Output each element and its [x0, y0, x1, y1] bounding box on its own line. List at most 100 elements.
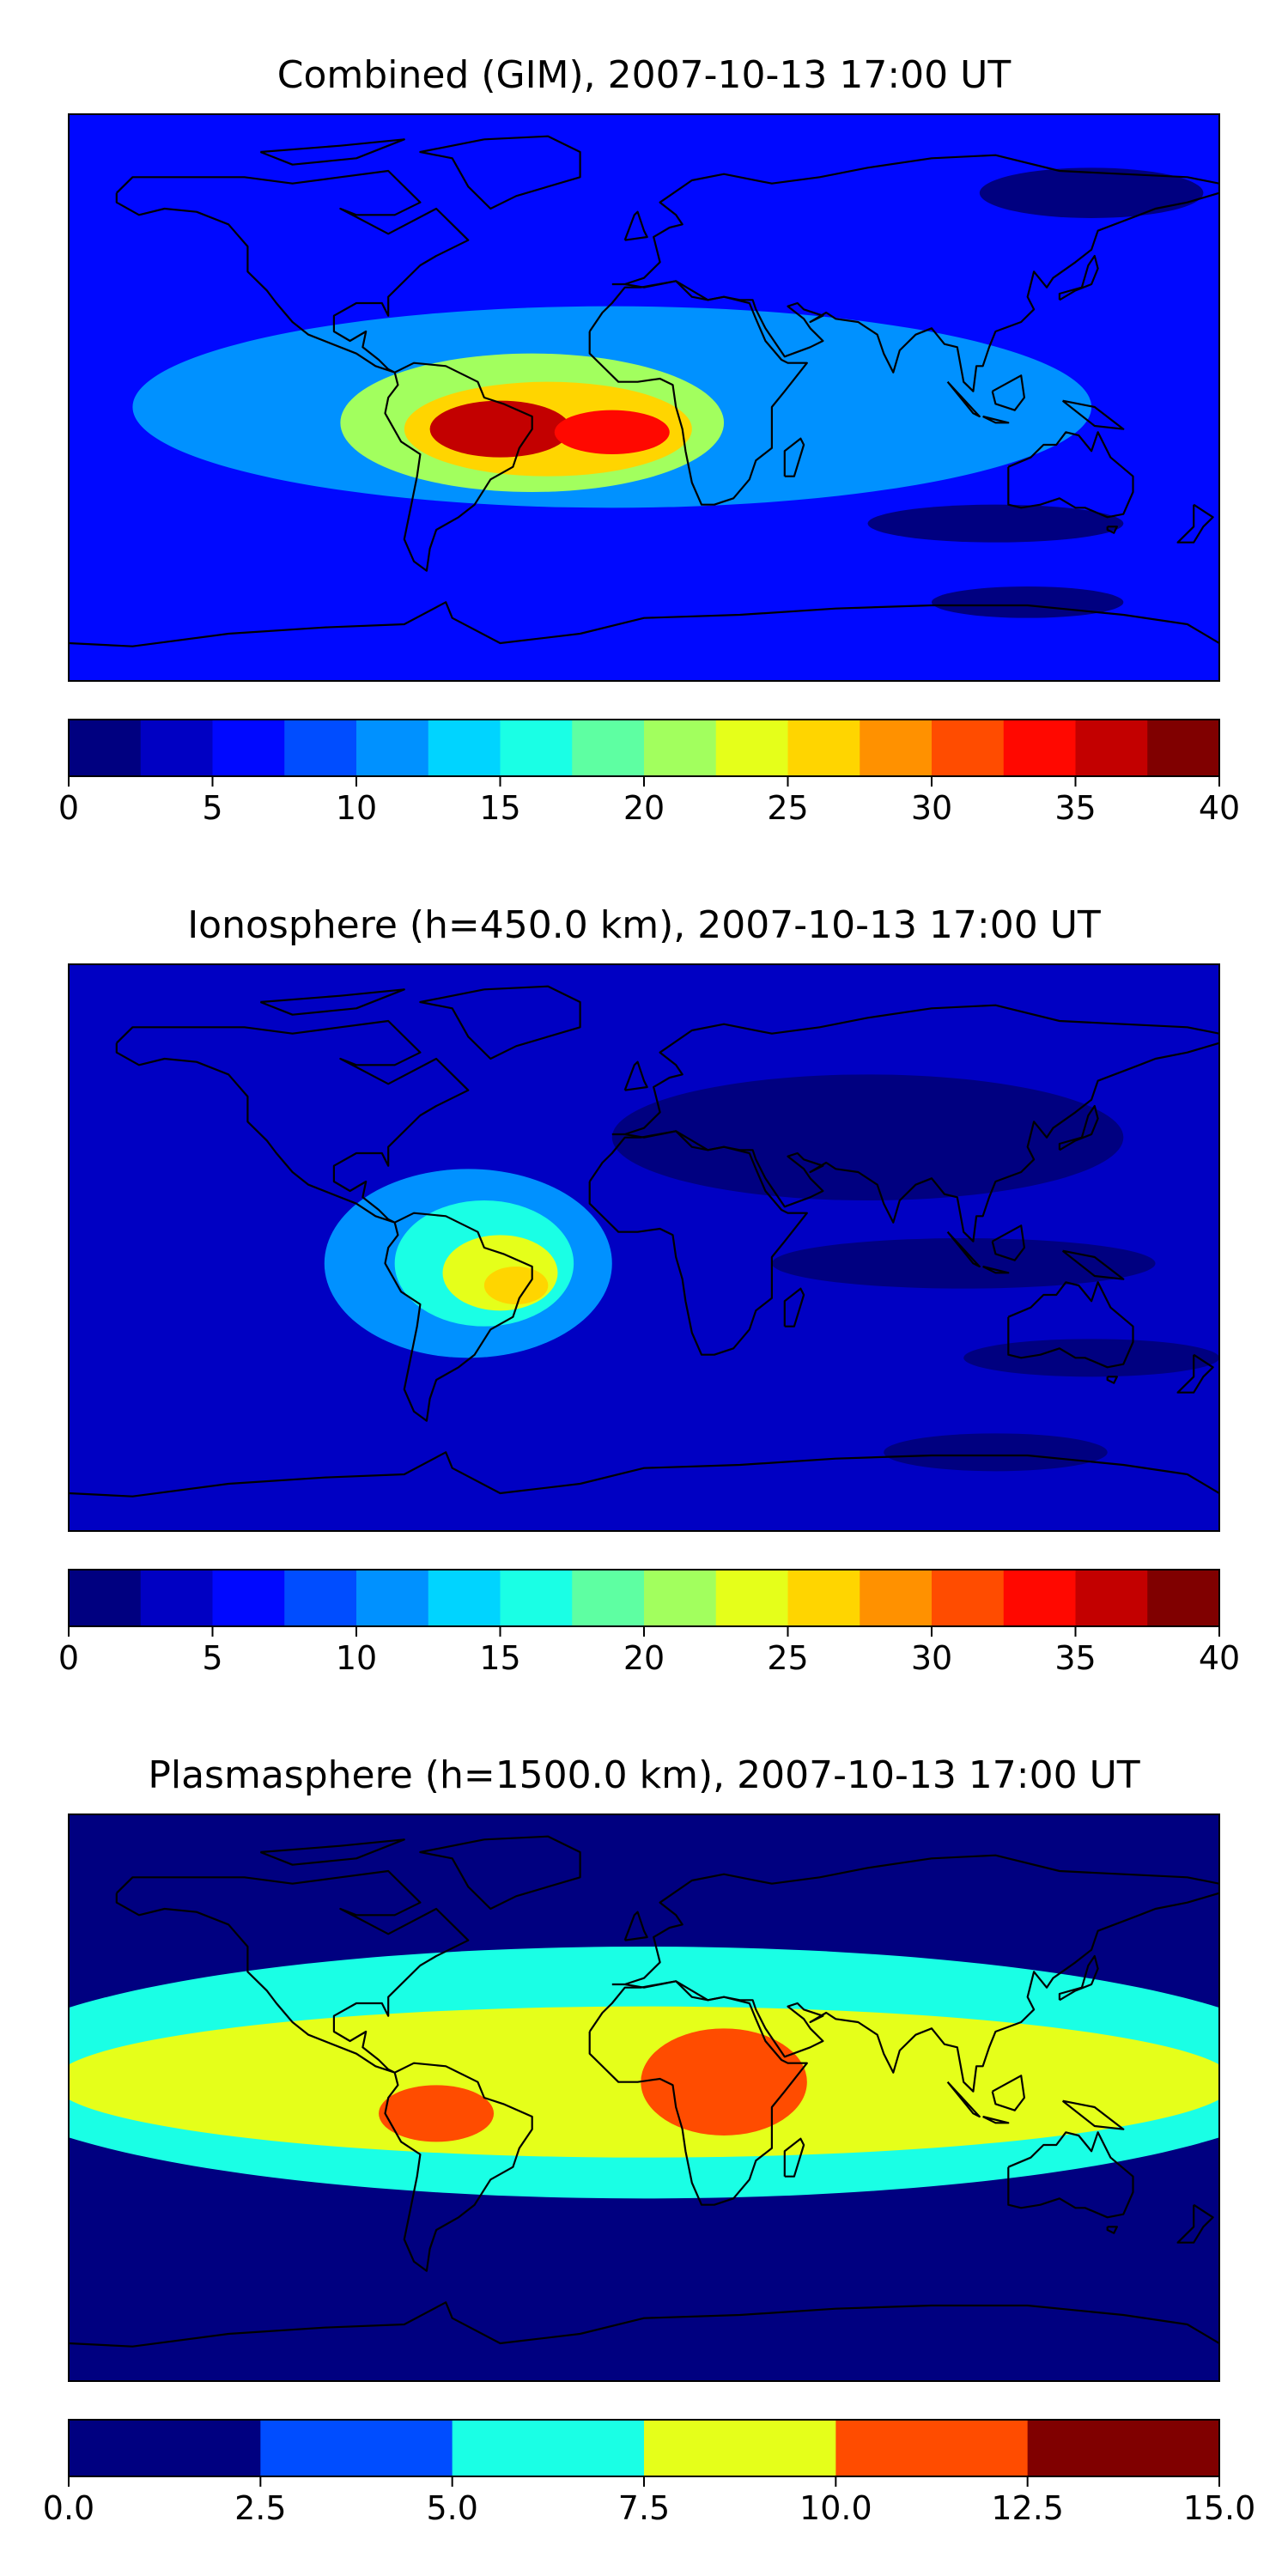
colorbar-tick-label: 25	[767, 789, 808, 827]
coastline-segment	[1061, 1249, 1125, 1280]
contour-south-indian-low	[867, 504, 1124, 543]
colorbar-swatch	[284, 1570, 357, 1626]
coastline-segment	[611, 1854, 1219, 2093]
colorbar-tick-label: 15.0	[1183, 2489, 1256, 2527]
colorbar-swatch	[835, 2420, 1029, 2476]
coastline-segment	[946, 380, 981, 418]
contour-antarctic-low	[932, 586, 1124, 618]
contour-south-america-max	[379, 2085, 495, 2142]
colorbar-tick-label: 5	[202, 789, 222, 827]
colorbar-swatch	[260, 2420, 453, 2476]
coastline-segment	[115, 169, 470, 374]
chart-title: Plasmasphere (h=1500.0 km), 2007-10-13 1…	[148, 1753, 1139, 1797]
colorbar: 0 5 10 15 20 25 30 35 40	[58, 1569, 1240, 1677]
coastline-segment	[419, 135, 581, 210]
colorbar-swatch	[860, 720, 933, 776]
colorbar-swatch	[356, 720, 429, 776]
coastline-segment	[1061, 399, 1125, 430]
colorbar-swatch	[69, 720, 142, 776]
colorbar-swatch	[1147, 1570, 1220, 1626]
colorbar-tick-label: 10	[336, 1639, 377, 1677]
colorbar-tick-label: 15	[479, 789, 520, 827]
colorbar-tick-label: 0	[58, 1639, 79, 1677]
colorbar-swatch	[572, 1570, 645, 1626]
contour-americas-max	[483, 1267, 549, 1304]
coastlines	[69, 985, 1219, 1498]
colorbar-tick-label: 35	[1054, 1639, 1096, 1677]
chart-title: Ionosphere (h=450.0 km), 2007-10-13 17:0…	[187, 903, 1101, 947]
map-field	[69, 964, 1219, 1531]
coastline-segment	[1176, 503, 1214, 544]
coastline-segment	[419, 1835, 581, 1911]
colorbar-tick-label: 12.5	[991, 2489, 1064, 2527]
colorbar: 0.0 2.5 5.0 7.5 10.0 12.5 15.0	[43, 2419, 1256, 2527]
coastline-segment	[588, 1980, 808, 2206]
coastline-segment	[1007, 431, 1134, 519]
panel-combined: Combined (GIM), 2007-10-13 17:00 UT 0 5 10…	[58, 53, 1240, 827]
colorbar-swatch	[644, 720, 717, 776]
colorbar-tick-label: 35	[1054, 789, 1096, 827]
colorbar-tick-label: 15	[479, 1639, 520, 1677]
map-frame	[68, 113, 1220, 682]
coastline-segment	[1007, 1281, 1134, 1369]
coastline-segment	[623, 1060, 648, 1091]
colorbar-swatch	[284, 720, 357, 776]
colorbar-swatch	[212, 720, 285, 776]
map-field	[69, 114, 1219, 681]
coastline-segment	[946, 2081, 981, 2118]
contour-africa-max	[641, 2028, 807, 2136]
coastline-segment	[419, 985, 581, 1060]
colorbar-swatch	[1003, 720, 1076, 776]
coastline-segment	[946, 1230, 981, 1268]
colorbar-swatch	[787, 720, 860, 776]
map-frame	[68, 963, 1220, 1532]
coastlines	[69, 1835, 1219, 2348]
colorbar-swatch	[140, 720, 213, 776]
colorbar-swatch	[1027, 2420, 1220, 2476]
colorbar-swatch	[932, 720, 1005, 776]
colorbar-swatch	[932, 1570, 1005, 1626]
coastline-segment	[1058, 1104, 1099, 1151]
contour-indian-ocean-low	[771, 1238, 1156, 1289]
colorbar-swatch	[500, 720, 573, 776]
coastlines	[69, 135, 1219, 647]
contour-antarctic-low	[884, 1433, 1108, 1472]
coastline-segment	[1058, 1954, 1099, 2002]
colorbar-swatch	[860, 1570, 933, 1626]
colorbar-swatch	[1075, 720, 1148, 776]
contour-south-america-max	[429, 400, 571, 458]
coastline-segment	[115, 1869, 470, 2074]
colorbar-tick-label: 40	[1199, 1639, 1240, 1677]
coastline-segment	[1007, 2131, 1134, 2219]
colorbar-tick-label: 30	[911, 789, 952, 827]
coastline-segment	[982, 2115, 1010, 2124]
contour-eurasia-low	[611, 1074, 1124, 1200]
contour-north-pacific-low	[979, 167, 1204, 219]
panel-ionosphere: Ionosphere (h=450.0 km), 2007-10-13 17:0…	[58, 903, 1240, 1677]
coastline-segment	[115, 1019, 470, 1224]
coastline-segment	[1061, 2099, 1125, 2130]
coastline-segment	[623, 1911, 648, 1941]
colorbar-tick-label: 10	[336, 789, 377, 827]
colorbar-swatch	[787, 1570, 860, 1626]
colorbar-swatch	[644, 1570, 717, 1626]
chart-title: Combined (GIM), 2007-10-13 17:00 UT	[277, 53, 1012, 97]
coastline-segment	[259, 138, 405, 166]
coastline-segment	[991, 374, 1025, 411]
colorbar-tick-label: 20	[623, 1639, 665, 1677]
colorbar-tick-label: 25	[767, 1639, 808, 1677]
contour-south-atlantic-max	[554, 410, 670, 454]
colorbar-swatch	[212, 1570, 285, 1626]
coastline-segment	[1106, 2226, 1118, 2234]
colorbar-swatch	[69, 2420, 261, 2476]
colorbar-swatch	[69, 1570, 142, 1626]
coastline-segment	[982, 415, 1010, 424]
coastline-segment	[1106, 526, 1118, 534]
contour-south-indian-low	[963, 1339, 1219, 1377]
colorbar-tick-label: 5.0	[426, 2489, 477, 2527]
colorbar-swatch	[1147, 720, 1220, 776]
colorbar-swatch	[715, 1570, 788, 1626]
colorbar-swatch	[140, 1570, 213, 1626]
coastline-segment	[982, 1265, 1010, 1274]
